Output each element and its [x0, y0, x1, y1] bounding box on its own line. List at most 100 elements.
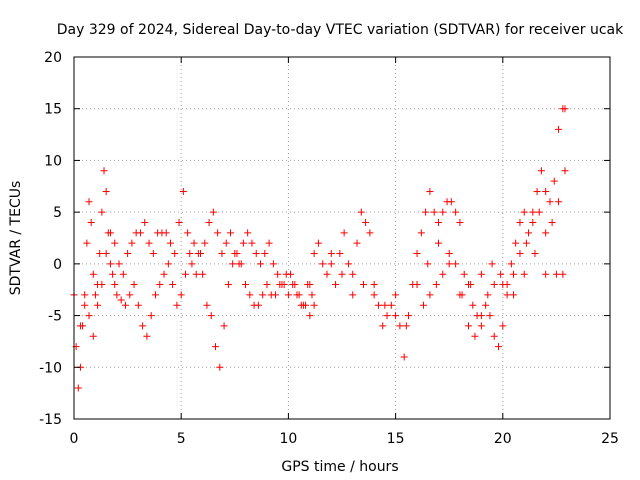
x-tick-label: 25 [601, 431, 619, 447]
data-point [74, 384, 82, 392]
data-point [85, 198, 93, 206]
data-point [529, 218, 537, 226]
y-tick-labels: -15 -10 -5 0 5 10 15 20 [39, 50, 62, 428]
data-point [362, 218, 370, 226]
y-tick-label: 5 [53, 205, 62, 221]
data-point [222, 239, 230, 247]
data-point [542, 229, 550, 237]
data-point [244, 229, 252, 237]
data-point [254, 301, 262, 309]
data-point [432, 281, 440, 289]
data-point [246, 291, 254, 299]
data-point [207, 312, 215, 320]
data-point [263, 281, 271, 289]
data-point [434, 218, 442, 226]
data-point [162, 229, 170, 237]
data-point [533, 187, 541, 195]
axis-ticks [73, 56, 611, 420]
data-point [205, 218, 213, 226]
data-point [332, 281, 340, 289]
data-point [171, 250, 179, 258]
series-track-B [76, 187, 316, 340]
data-point [516, 218, 524, 226]
data-point [143, 332, 151, 340]
x-tick-label: 0 [70, 431, 79, 447]
data-point [552, 270, 560, 278]
data-point [327, 250, 335, 258]
data-point [310, 250, 318, 258]
data-point [199, 270, 207, 278]
data-point [106, 229, 114, 237]
data-point [467, 281, 475, 289]
chart-title: Day 329 of 2024, Sidereal Day-to-day VTE… [57, 22, 624, 38]
data-point [507, 260, 515, 268]
data-point [499, 322, 507, 330]
data-point [396, 322, 404, 330]
data-point [344, 260, 352, 268]
data-point [160, 270, 168, 278]
data-point [379, 322, 387, 330]
data-point [196, 250, 204, 258]
data-point [272, 291, 280, 299]
data-point [340, 229, 348, 237]
data-point [488, 260, 496, 268]
y-tick-label: 10 [44, 153, 62, 169]
data-point [113, 291, 121, 299]
data-point [269, 260, 277, 268]
series-track-A [70, 167, 318, 392]
data-point [327, 260, 335, 268]
data-point [111, 239, 119, 247]
data-point [323, 270, 331, 278]
data-point [91, 291, 99, 299]
data-point [156, 281, 164, 289]
y-axis-label: SDTVAR / TECUs [8, 181, 24, 296]
data-point [87, 218, 95, 226]
data-point [188, 260, 196, 268]
data-point [274, 270, 282, 278]
data-point [357, 208, 365, 216]
data-point [477, 312, 485, 320]
data-point [338, 270, 346, 278]
data-point [520, 208, 528, 216]
data-point [555, 198, 563, 206]
data-point [126, 291, 134, 299]
data-point [128, 239, 136, 247]
data-point [439, 208, 447, 216]
data-point [559, 270, 567, 278]
data-point [381, 301, 389, 309]
data-point [458, 291, 466, 299]
data-point [190, 239, 198, 247]
data-point [130, 281, 138, 289]
data-point [235, 260, 243, 268]
data-point [520, 270, 528, 278]
data-point [486, 312, 494, 320]
data-point [218, 250, 226, 258]
data-point [134, 301, 142, 309]
data-point [284, 291, 292, 299]
data-point [166, 239, 174, 247]
data-point [117, 296, 125, 304]
data-point [242, 281, 250, 289]
data-point [287, 270, 295, 278]
data-point [546, 198, 554, 206]
data-point [413, 250, 421, 258]
data-point [111, 281, 119, 289]
data-point [531, 250, 539, 258]
data-point [464, 322, 472, 330]
data-point [231, 250, 239, 258]
data-point [503, 291, 511, 299]
data-point [383, 312, 391, 320]
data-point [121, 301, 129, 309]
data-point [336, 250, 344, 258]
data-point [173, 301, 181, 309]
data-point [349, 270, 357, 278]
data-point [510, 291, 518, 299]
x-tick-label: 10 [279, 431, 297, 447]
data-point [81, 301, 89, 309]
data-point [434, 239, 442, 247]
data-point [525, 229, 533, 237]
data-point [106, 260, 114, 268]
data-point [94, 301, 102, 309]
